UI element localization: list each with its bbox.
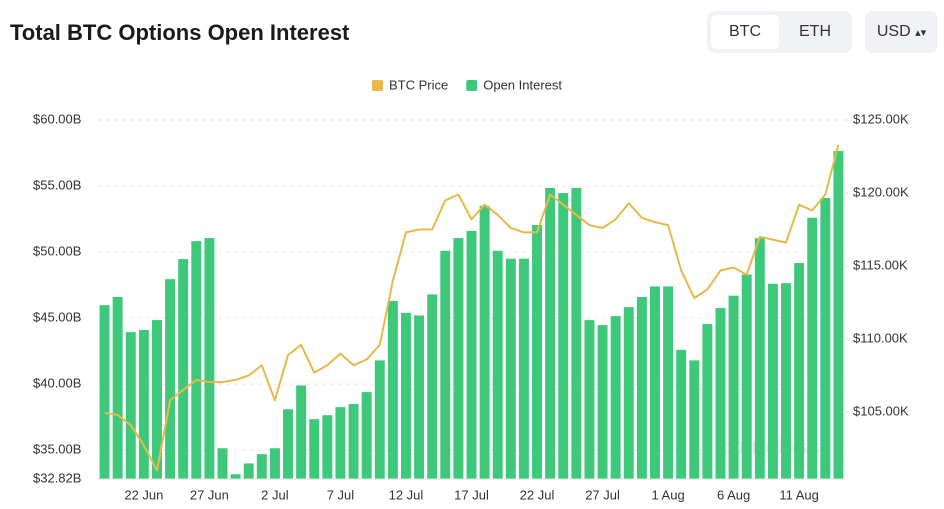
- bar: [807, 217, 818, 480]
- bar: [518, 258, 529, 479]
- y-tick-label: $55.00B: [33, 177, 81, 192]
- bar: [833, 151, 844, 479]
- bar: [256, 454, 267, 479]
- legend-label: BTC Price: [389, 77, 448, 92]
- bar: [794, 263, 805, 479]
- bar: [191, 241, 202, 479]
- bar: [584, 320, 595, 479]
- x-tick-label: 7 Jul: [327, 487, 355, 502]
- bar: [269, 448, 280, 479]
- y-tick-label: $32.82B: [33, 470, 81, 485]
- bar: [466, 230, 477, 479]
- y-tick-label: $60.00B: [33, 111, 81, 126]
- bar: [754, 238, 765, 479]
- bar: [296, 385, 307, 479]
- bar: [361, 392, 372, 479]
- bar: [178, 259, 189, 479]
- bar: [571, 188, 582, 479]
- bar: [322, 415, 333, 479]
- legend-label: Open Interest: [483, 77, 562, 92]
- x-tick-label: 1 Aug: [651, 487, 684, 502]
- bar: [702, 324, 713, 479]
- bar: [545, 188, 556, 479]
- bar: [767, 283, 778, 479]
- bar: [558, 193, 569, 480]
- price-line: [104, 144, 840, 472]
- bar: [715, 308, 726, 479]
- bar: [400, 312, 411, 479]
- bar: [479, 205, 490, 479]
- eth-button[interactable]: ETH: [799, 23, 831, 40]
- x-tick-label: 2 Jul: [261, 487, 289, 502]
- y2-tick-label: $110.00K: [853, 330, 908, 345]
- x-tick-label: 6 Aug: [717, 487, 750, 502]
- bar: [427, 294, 438, 479]
- bar: [532, 225, 543, 479]
- x-tick-label: 12 Jul: [389, 487, 424, 502]
- bar: [597, 325, 608, 479]
- coin-toggle: BTC ETH: [707, 11, 852, 53]
- bar: [204, 238, 215, 479]
- bar: [414, 315, 425, 479]
- bar: [728, 295, 739, 479]
- x-tick-label: 27 Jun: [190, 487, 229, 502]
- bar: [492, 250, 503, 479]
- y2-tick-label: $105.00K: [853, 403, 909, 418]
- bar: [636, 296, 647, 479]
- bar: [649, 286, 660, 479]
- bar: [151, 320, 162, 479]
- bar: [335, 407, 346, 479]
- bar: [138, 330, 149, 479]
- page-title: Total BTC Options Open Interest: [10, 20, 350, 45]
- bar: [309, 419, 320, 479]
- bar: [243, 463, 254, 479]
- bar: [689, 360, 700, 479]
- bar: [165, 279, 176, 479]
- bar: [374, 360, 385, 479]
- y-tick-label: $45.00B: [33, 310, 81, 325]
- bar: [663, 286, 674, 479]
- bar: [283, 409, 294, 479]
- bar: [348, 403, 359, 479]
- y2-tick-label: $125.00K: [853, 111, 909, 126]
- bar: [440, 250, 451, 479]
- y2-tick-label: $120.00K: [853, 184, 909, 199]
- bar: [781, 283, 792, 479]
- x-tick-label: 17 Jul: [454, 487, 489, 502]
- bar: [387, 300, 398, 479]
- bar: [676, 349, 687, 479]
- y-tick-label: $40.00B: [33, 376, 81, 391]
- bar: [505, 258, 516, 479]
- bar: [741, 274, 752, 479]
- bar: [217, 448, 228, 479]
- bar: [453, 238, 464, 479]
- currency-select[interactable]: USD ▴▾: [865, 11, 938, 53]
- bar: [125, 332, 136, 479]
- legend-swatch: [466, 80, 478, 91]
- bar: [112, 296, 123, 479]
- currency-label: USD: [876, 23, 911, 40]
- x-tick-label: 22 Jun: [124, 487, 163, 502]
- x-tick-label: 11 Aug: [779, 487, 819, 502]
- btc-button[interactable]: BTC: [711, 15, 779, 49]
- x-tick-label: 27 Jul: [585, 487, 620, 502]
- bar: [623, 307, 634, 479]
- y-tick-label: $50.00B: [33, 244, 81, 259]
- x-tick-label: 22 Jul: [520, 487, 555, 502]
- bar: [820, 197, 831, 479]
- bar: [99, 305, 110, 479]
- bar: [610, 316, 621, 479]
- y-tick-label: $35.00B: [33, 442, 81, 457]
- y2-tick-label: $115.00K: [853, 257, 908, 272]
- legend-swatch: [372, 80, 383, 91]
- bar: [230, 474, 241, 479]
